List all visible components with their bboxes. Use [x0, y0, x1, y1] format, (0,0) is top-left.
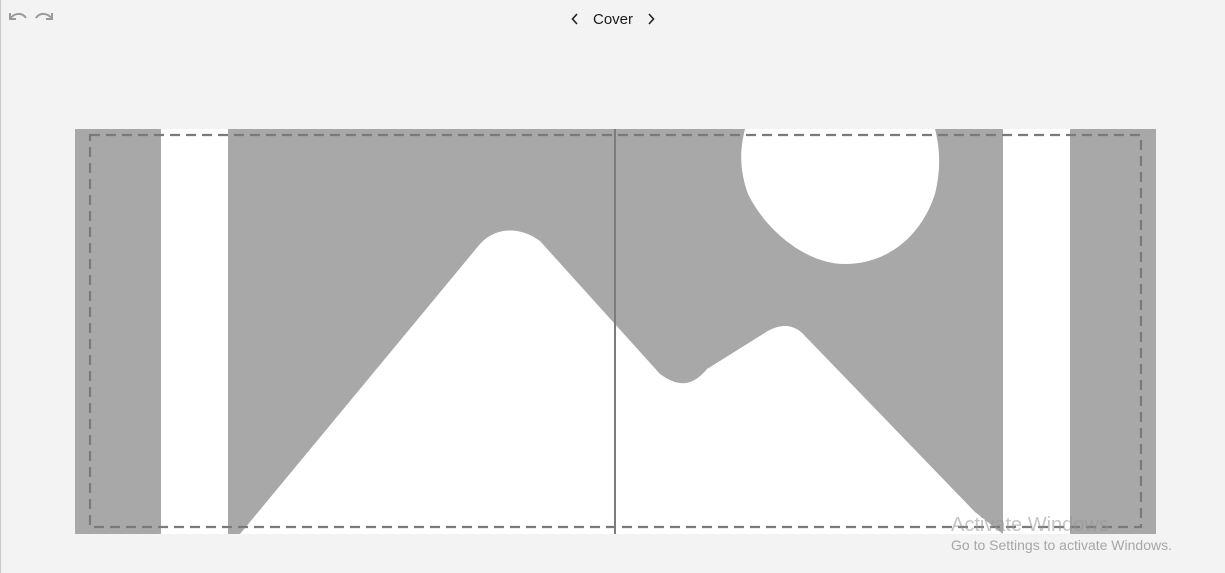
watermark-title: Activate Windows [951, 514, 1109, 536]
left-bleed [75, 129, 161, 534]
image-placeholder-icon [240, 129, 1003, 534]
history-toolbar [7, 8, 55, 26]
right-bleed [1070, 129, 1156, 534]
watermark-subtitle: Go to Settings to activate Windows. [951, 537, 1172, 553]
page-navigator: Cover [1, 8, 1225, 30]
redo-button[interactable] [33, 8, 55, 26]
previous-page-button[interactable] [567, 9, 583, 29]
chevron-right-icon [648, 13, 655, 25]
undo-icon [9, 12, 27, 20]
redo-icon [35, 12, 53, 20]
cover-canvas[interactable] [75, 129, 1156, 534]
page-title: Cover [592, 10, 633, 28]
next-page-button[interactable] [643, 9, 659, 29]
undo-button[interactable] [7, 8, 29, 26]
activate-windows-watermark: Activate Windows Go to Settings to activ… [951, 514, 1172, 554]
chevron-left-icon [571, 13, 578, 25]
cover-spread [75, 129, 1156, 534]
